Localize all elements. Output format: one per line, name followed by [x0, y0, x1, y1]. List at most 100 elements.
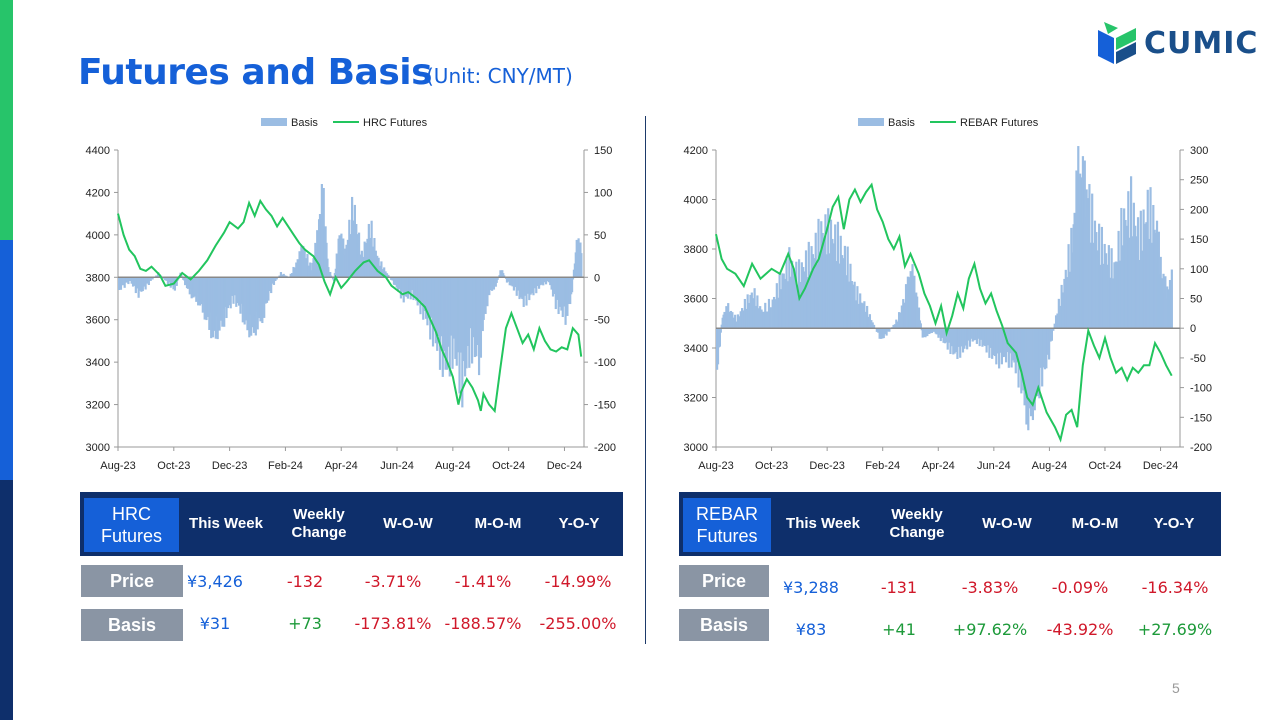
basis-bar	[349, 234, 352, 278]
basis-bar	[764, 302, 767, 329]
basis-bar	[807, 241, 810, 329]
basis-bar	[424, 277, 428, 319]
basis-bar	[529, 277, 532, 295]
basis-bar	[451, 277, 454, 369]
basis-bar	[457, 277, 460, 353]
basis-bar	[1109, 277, 1112, 329]
basis-bar	[438, 277, 442, 370]
basis-bar	[535, 277, 538, 294]
basis-bar	[369, 237, 372, 278]
basis-bar	[888, 328, 891, 332]
right-tick-label: 300	[1190, 145, 1208, 157]
basis-bar	[295, 262, 298, 278]
basis-bar	[571, 277, 575, 280]
basis-bar	[1096, 250, 1099, 329]
basis-bar	[521, 277, 524, 300]
basis-bar	[734, 314, 737, 329]
basis-bar	[777, 297, 780, 329]
logo-mark-icon	[1098, 22, 1136, 64]
basis-bar	[237, 277, 241, 306]
basis-bar	[137, 277, 140, 298]
basis-bar	[422, 277, 425, 320]
legend-basis-swatch	[261, 118, 287, 126]
basis-bar	[511, 277, 514, 287]
basis-bar	[974, 328, 977, 340]
basis-bar	[782, 273, 785, 329]
basis-bar	[788, 247, 791, 329]
basis-bar	[882, 328, 885, 339]
basis-bar	[1020, 328, 1023, 394]
basis-bar	[417, 277, 421, 300]
basis-bar	[868, 314, 872, 329]
left-tick-label: 3600	[86, 315, 110, 327]
basis-bar	[1170, 269, 1173, 329]
basis-bar	[352, 220, 355, 278]
basis-bar	[370, 220, 373, 278]
basis-bar	[1039, 328, 1042, 368]
basis-bar	[727, 303, 730, 329]
basis-bar	[806, 277, 809, 329]
basis-bar	[884, 328, 887, 335]
basis-bar	[455, 277, 458, 366]
basis-bar	[939, 328, 942, 342]
basis-bar	[551, 277, 555, 297]
basis-bar	[267, 277, 270, 301]
basis-bar	[525, 277, 528, 306]
basis-bar	[771, 299, 774, 329]
right-tick-label: 100	[1190, 264, 1208, 276]
right-tick-label: -50	[1190, 353, 1206, 365]
basis-bar	[1152, 204, 1155, 329]
x-tick-label: Dec-24	[547, 460, 582, 472]
basis-bar	[408, 277, 411, 292]
basis-bar	[515, 277, 518, 296]
basis-bar	[1153, 229, 1156, 329]
basis-bar	[818, 256, 822, 329]
basis-bar	[900, 305, 903, 329]
basis-bar	[129, 277, 132, 282]
basis-bar	[133, 277, 136, 286]
basis-bar	[754, 305, 758, 329]
basis-bar	[165, 277, 168, 281]
basis-bar	[986, 328, 990, 346]
basis-bar	[376, 255, 379, 278]
basis-bar	[169, 277, 172, 288]
basis-bar	[979, 328, 983, 340]
basis-bar	[1093, 220, 1097, 329]
basis-bar	[1018, 328, 1022, 368]
basis-bar	[469, 277, 472, 329]
basis-bar	[1136, 217, 1140, 329]
basis-bar	[859, 293, 862, 329]
col-this-week: This Week	[189, 515, 263, 532]
basis-bar	[366, 238, 369, 278]
basis-bar	[239, 277, 242, 314]
basis-bar	[130, 277, 133, 284]
x-tick-label: Dec-23	[809, 460, 844, 472]
basis-bar	[131, 277, 135, 287]
basis-bar	[1139, 210, 1142, 329]
rebar-price-wow: -3.83%	[961, 578, 1019, 597]
basis-bar	[917, 307, 921, 329]
legend-basis-swatch	[858, 118, 884, 126]
basis-bar	[373, 238, 376, 278]
basis-bar	[447, 277, 450, 347]
basis-bar	[528, 277, 531, 301]
basis-bar	[735, 321, 738, 329]
basis-bar	[1114, 261, 1117, 329]
basis-bar	[228, 277, 231, 306]
basis-bar	[554, 277, 557, 310]
basis-bar	[964, 328, 967, 346]
right-tick-label: 150	[594, 145, 612, 157]
basis-bar	[963, 328, 966, 349]
basis-bar	[263, 277, 266, 318]
basis-bar	[943, 328, 947, 344]
basis-bar	[841, 255, 844, 329]
basis-bar	[975, 328, 978, 344]
basis-bar	[821, 232, 824, 329]
basis-bar	[982, 328, 985, 346]
basis-bar	[145, 277, 149, 284]
basis-bar	[346, 239, 350, 278]
basis-bar	[810, 246, 813, 329]
basis-bar	[345, 244, 348, 278]
basis-bar	[946, 328, 949, 350]
basis-bar	[1014, 328, 1017, 374]
